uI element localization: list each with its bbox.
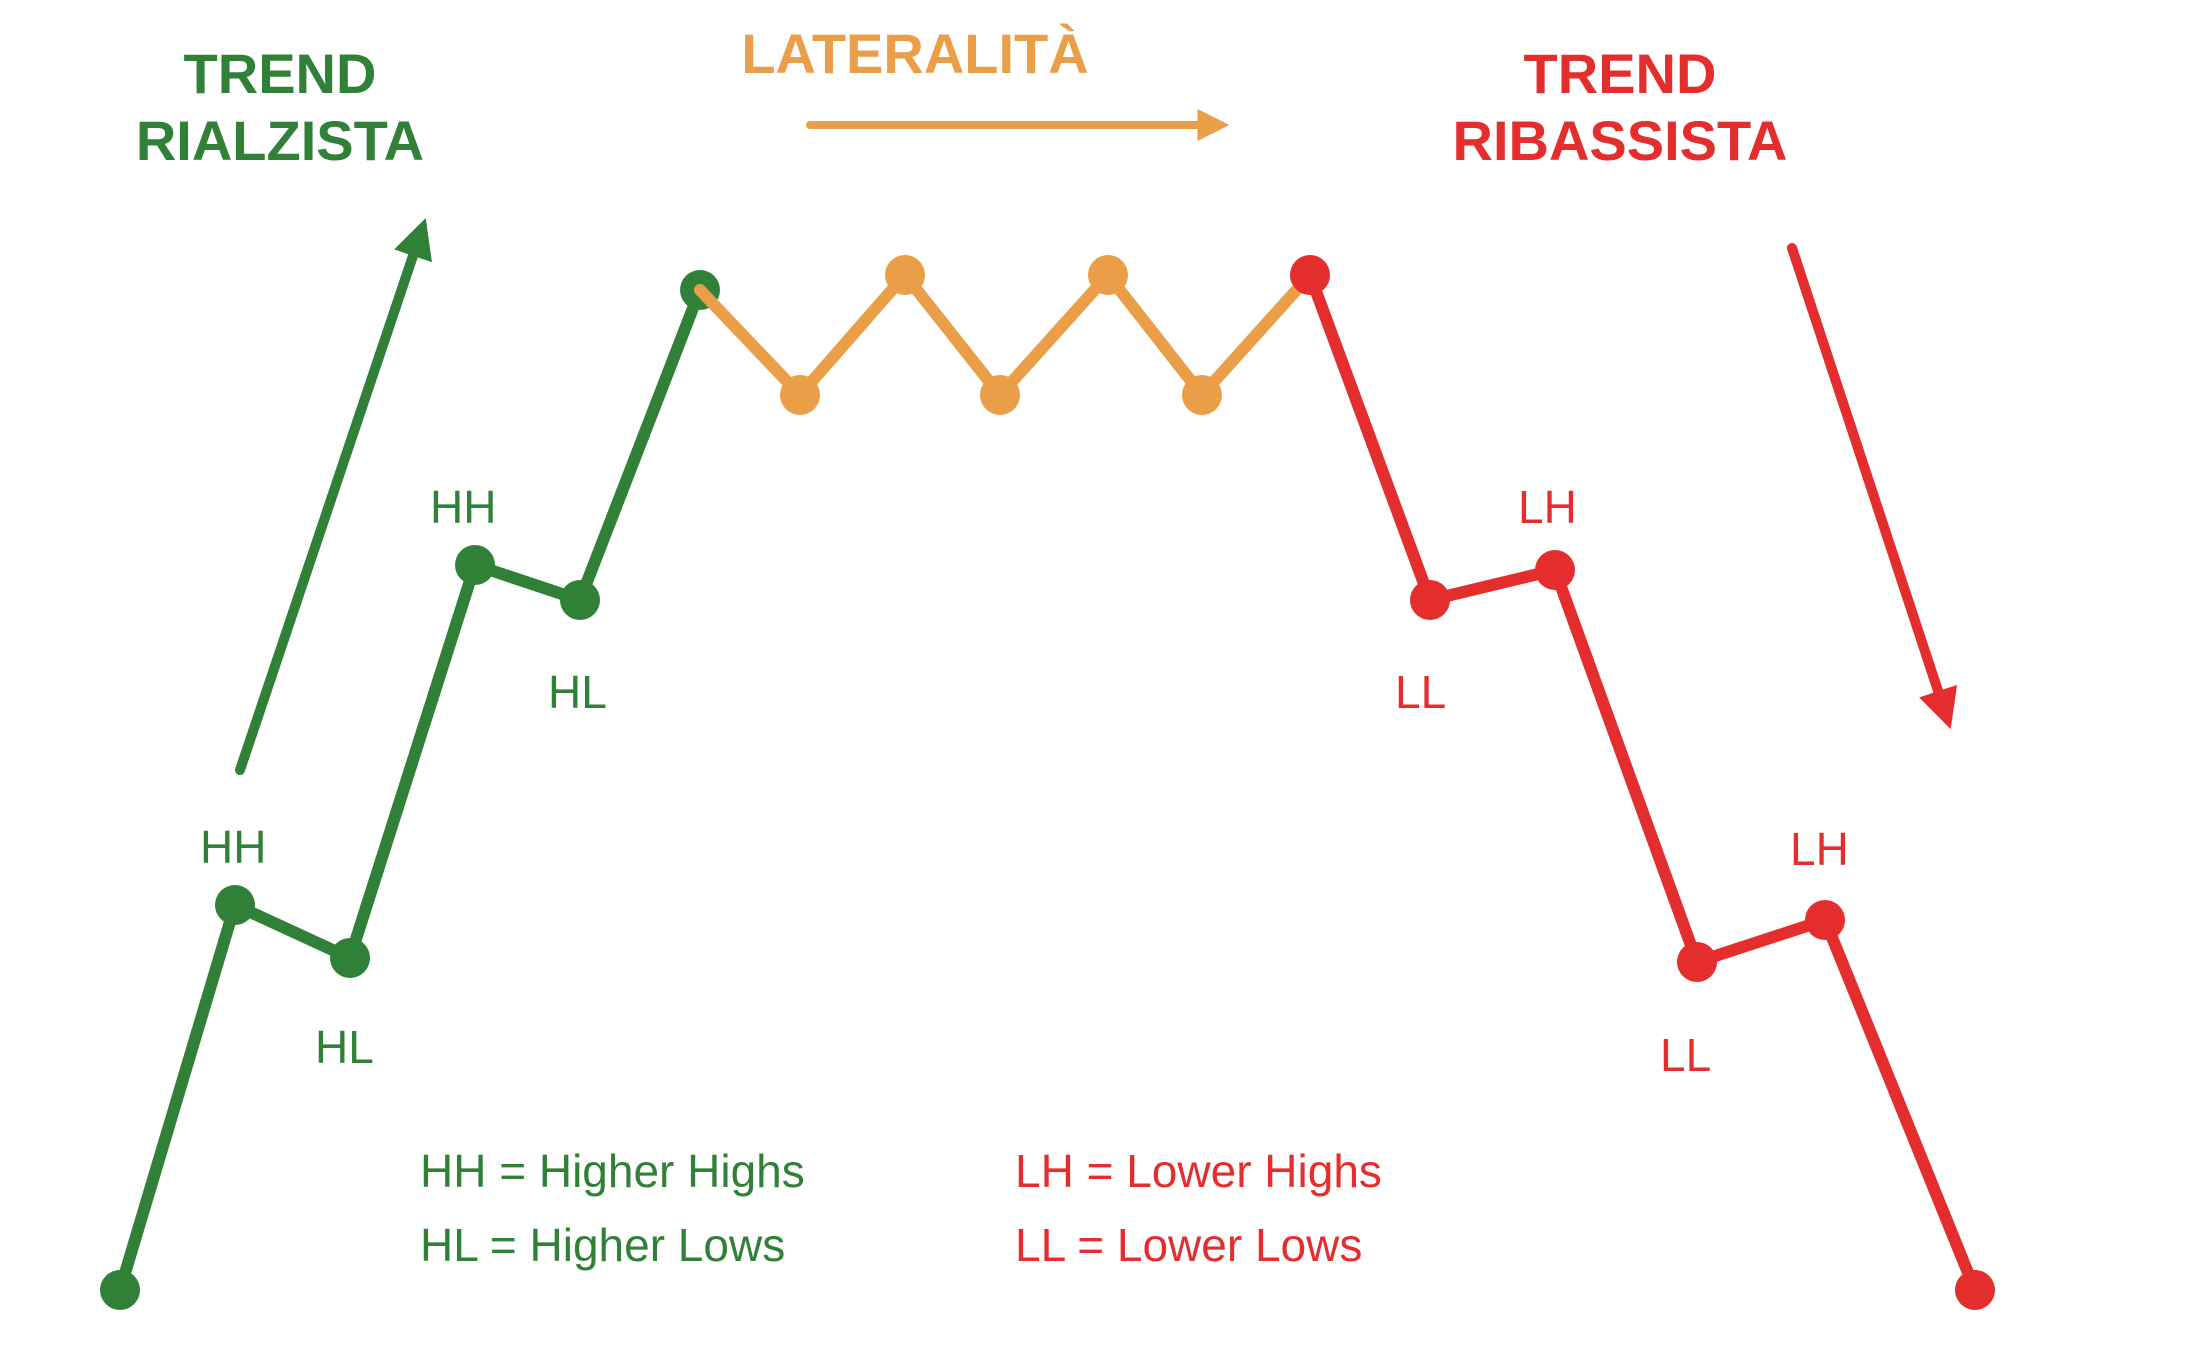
uptrend-point — [455, 545, 495, 585]
downtrend-point — [1805, 900, 1845, 940]
uptrend-point — [215, 885, 255, 925]
uptrend-arrow — [240, 235, 420, 770]
legend-line: HL = Higher Lows — [420, 1209, 805, 1283]
title-uptrend: TREND RIALZISTA — [136, 40, 424, 174]
downtrend-point-label: LH — [1790, 822, 1849, 876]
uptrend-point — [330, 938, 370, 978]
legend-line: LH = Lower Highs — [1015, 1135, 1382, 1209]
uptrend-point — [100, 1270, 140, 1310]
uptrend-point-label: HL — [548, 665, 607, 719]
lateral-point — [980, 375, 1020, 415]
legend-line: HH = Higher Highs — [420, 1135, 805, 1209]
uptrend-point-label: HL — [315, 1020, 374, 1074]
downtrend-line — [1310, 275, 1975, 1290]
downtrend-point-label: LL — [1395, 665, 1446, 719]
legend-uptrend: HH = Higher HighsHL = Higher Lows — [420, 1135, 805, 1282]
downtrend-point-label: LL — [1660, 1028, 1711, 1082]
uptrend-point-label: HH — [200, 820, 266, 874]
lateral-point — [1182, 375, 1222, 415]
lateral-point — [1088, 255, 1128, 295]
lateral-point — [885, 255, 925, 295]
uptrend-point — [560, 580, 600, 620]
downtrend-arrow — [1792, 248, 1945, 712]
downtrend-point-label: LH — [1518, 480, 1577, 534]
title-lateral: LATERALITÀ — [741, 20, 1088, 87]
downtrend-point — [1535, 550, 1575, 590]
uptrend-point-label: HH — [430, 480, 496, 534]
title-downtrend: TREND RIBASSISTA — [1453, 40, 1788, 174]
downtrend-point — [1410, 580, 1450, 620]
downtrend-point — [1677, 942, 1717, 982]
downtrend-point — [1955, 1270, 1995, 1310]
legend-line: LL = Lower Lows — [1015, 1209, 1382, 1283]
lateral-point — [780, 375, 820, 415]
downtrend-point — [1290, 255, 1330, 295]
legend-downtrend: LH = Lower HighsLL = Lower Lows — [1015, 1135, 1382, 1282]
